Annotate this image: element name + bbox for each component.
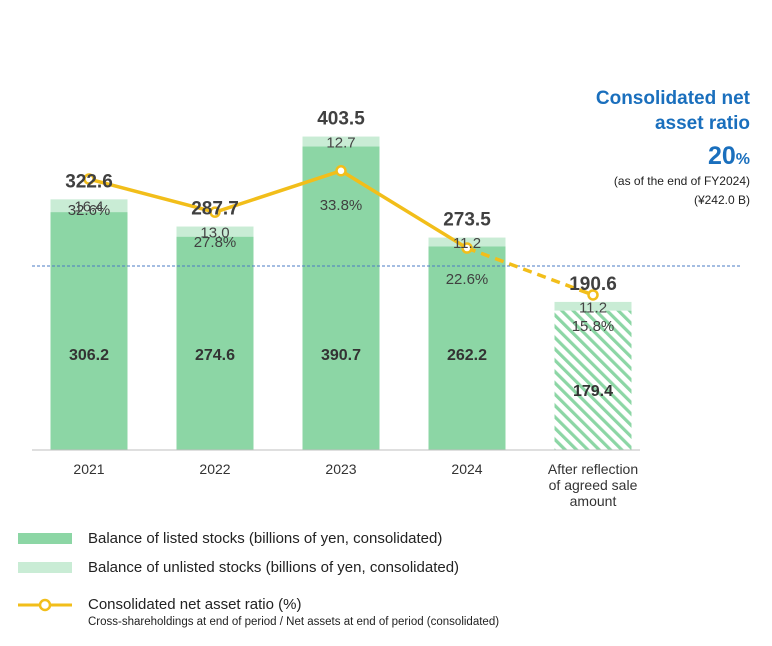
x-tick-label-4-2: amount (570, 493, 617, 509)
legend-ratio-label: Consolidated net asset ratio (%) (88, 596, 302, 613)
ratio-line-dashed (466, 246, 594, 297)
unlisted-value-label-0: 16.4 (74, 199, 103, 216)
net-asset-ratio-callout: Consolidated net asset ratio 20% (as of … (530, 86, 750, 209)
legend-ratio-marker-icon (18, 598, 72, 611)
listed-value-label-0: 306.2 (69, 347, 109, 364)
total-value-label-4: 190.6 (569, 274, 617, 295)
ratio-value-label-2: 33.8% (320, 197, 363, 214)
ratio-title-line1: Consolidated net (595, 88, 750, 109)
ratio-value-label-0: 32.6% (68, 202, 111, 219)
x-tick-label-0-0: 2021 (73, 461, 104, 477)
bar-listed-2 (302, 146, 380, 451)
total-value-label-2: 403.5 (317, 109, 365, 130)
bar-unlisted-3 (428, 237, 506, 247)
ratio-value: 20% (530, 142, 750, 171)
unlisted-value-label-3: 11.2 (453, 235, 481, 252)
ratio-point-4 (587, 289, 599, 301)
bar-unlisted-0 (50, 199, 128, 213)
bar-unlisted-4 (554, 301, 632, 311)
legend-ratio: Consolidated net asset ratio (%) Cross-s… (18, 596, 499, 628)
ratio-point-0 (83, 173, 95, 185)
ratio-note-amount: (¥242.0 B) (693, 193, 750, 207)
x-tick-label-4-0: After reflection (548, 461, 638, 477)
x-tick-label-3-0: 2024 (451, 461, 482, 477)
ratio-value-label-1: 27.8% (194, 234, 237, 251)
unlisted-value-label-4: 11.2 (579, 299, 607, 316)
legend-unlisted: Balance of unlisted stocks (billions of … (18, 559, 459, 576)
listed-value-label-2: 390.7 (321, 347, 361, 364)
ratio-value-label-4: 15.8% (572, 318, 615, 335)
total-value-label-0: 322.6 (65, 171, 113, 192)
bar-unlisted-1 (176, 226, 254, 237)
ratio-number: 20 (707, 142, 736, 170)
total-value-label-3: 273.5 (443, 210, 491, 231)
bar-listed-1 (176, 236, 254, 450)
legend-listed: Balance of listed stocks (billions of ye… (18, 530, 442, 547)
total-value-label-1: 287.7 (191, 199, 239, 220)
legend-unlisted-swatch (18, 562, 72, 573)
legend-listed-label: Balance of listed stocks (billions of ye… (88, 530, 443, 547)
legend-ratio-note: Cross-shareholdings at end of period / N… (88, 616, 500, 628)
legend-listed-swatch (18, 533, 72, 544)
bar-unlisted-2 (302, 136, 380, 147)
listed-value-label-3: 262.2 (447, 347, 487, 364)
bar-listed-4 (554, 310, 632, 450)
ratio-unit: % (735, 151, 750, 168)
x-tick-label-4-1: of agreed sale (549, 477, 638, 493)
bar-listed-0 (50, 212, 128, 450)
ratio-point-3 (461, 242, 473, 254)
ratio-point-1 (209, 206, 221, 218)
listed-value-label-4: 179.4 (573, 383, 613, 400)
x-tick-label-1-0: 2022 (199, 461, 230, 477)
bar-listed-3 (428, 246, 506, 450)
bar-chart: 32.6% 27.8% 33.8% 22.6% 15.8% 16.4 322.6 306.2… (32, 109, 742, 509)
ratio-value-label-3: 22.6% (446, 271, 489, 288)
unlisted-value-label-2: 12.7 (326, 134, 355, 151)
ratio-note-date: (as of the end of FY2024) (613, 174, 750, 188)
ratio-point-2 (335, 165, 347, 177)
legend-unlisted-label: Balance of unlisted stocks (billions of … (88, 559, 460, 576)
ratio-title-line2: asset ratio (654, 113, 750, 134)
ratio-line-solid (88, 169, 468, 250)
listed-value-label-1: 274.6 (195, 347, 235, 364)
unlisted-value-label-1: 13.0 (200, 225, 229, 242)
x-tick-label-2-0: 2023 (325, 461, 356, 477)
